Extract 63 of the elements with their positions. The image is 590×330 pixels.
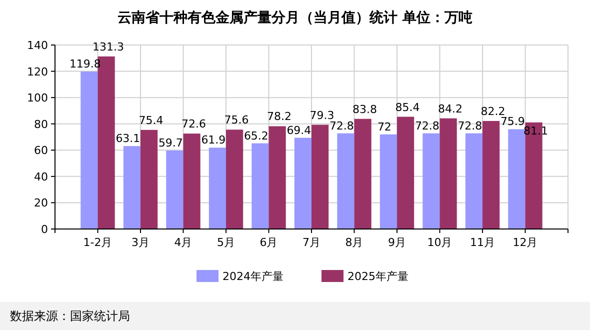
data-label: 72	[377, 120, 392, 134]
bar	[166, 150, 184, 229]
bar	[140, 130, 158, 229]
data-label: 85.4	[395, 100, 420, 114]
data-label: 72.8	[414, 119, 440, 132]
legend-label: 2024年产量	[222, 270, 284, 283]
data-label: 63.1	[116, 132, 140, 146]
bar	[465, 133, 482, 229]
y-tick-label: 60	[34, 144, 48, 158]
data-label: 84.2	[438, 102, 463, 116]
bar	[397, 116, 414, 229]
bar	[482, 120, 500, 229]
data-label: 69.4	[286, 124, 312, 137]
data-label: 72.8	[458, 119, 482, 132]
data-label: 75.9	[500, 115, 525, 128]
chart-title: 云南省十种有色金属产量分月（当月值）统计 单位：万吨	[118, 9, 472, 26]
bar	[268, 126, 286, 229]
y-tick-label: 80	[34, 118, 48, 131]
data-label: 75.4	[138, 114, 164, 127]
bar	[337, 133, 354, 229]
bar	[440, 118, 457, 229]
data-label: 83.8	[352, 102, 378, 116]
data-label: 75.6	[224, 114, 249, 127]
x-tick-label: 4月	[174, 236, 192, 249]
source-note: 数据来源：国家统计局	[10, 309, 130, 323]
x-tick-label: 12月	[512, 236, 538, 249]
bar	[123, 146, 140, 229]
x-tick-label: 11月	[470, 236, 495, 249]
x-tick-label: 9月	[388, 236, 406, 249]
y-tick-label: 0	[41, 223, 48, 236]
data-label: 79.3	[310, 108, 334, 122]
x-tick-label: 8月	[345, 236, 364, 249]
bar	[312, 124, 329, 229]
data-label: 61.9	[201, 134, 226, 147]
bar	[294, 138, 312, 229]
data-label: 72.6	[182, 118, 206, 131]
bar	[183, 134, 200, 229]
bar	[226, 130, 244, 229]
bar	[380, 134, 397, 229]
y-tick-label: 40	[34, 170, 48, 184]
data-label: 82.2	[480, 104, 506, 118]
bar	[508, 129, 526, 229]
x-tick-label: 3月	[132, 236, 150, 249]
y-tick-label: 20	[34, 196, 48, 210]
data-label: 59.7	[158, 136, 183, 150]
bar	[354, 118, 372, 229]
bar	[422, 133, 440, 229]
data-label: 65.2	[244, 129, 268, 142]
x-tick-label: 7月	[302, 236, 320, 249]
legend-label: 2025年产量	[348, 270, 408, 283]
x-tick-label: 10月	[427, 236, 452, 249]
y-tick-label: 100	[27, 92, 48, 105]
x-tick-label: 6月	[260, 236, 278, 249]
data-label: 131.3	[92, 40, 124, 54]
x-tick-label: 5月	[217, 236, 235, 249]
data-label: 72.8	[329, 119, 354, 132]
y-tick-label: 140	[27, 39, 48, 52]
bar	[208, 148, 226, 229]
bar	[80, 72, 98, 229]
x-tick-label: 1-2月	[83, 236, 112, 249]
y-tick-label: 120	[27, 65, 48, 78]
data-label: 78.2	[267, 110, 292, 124]
bar	[252, 143, 269, 229]
